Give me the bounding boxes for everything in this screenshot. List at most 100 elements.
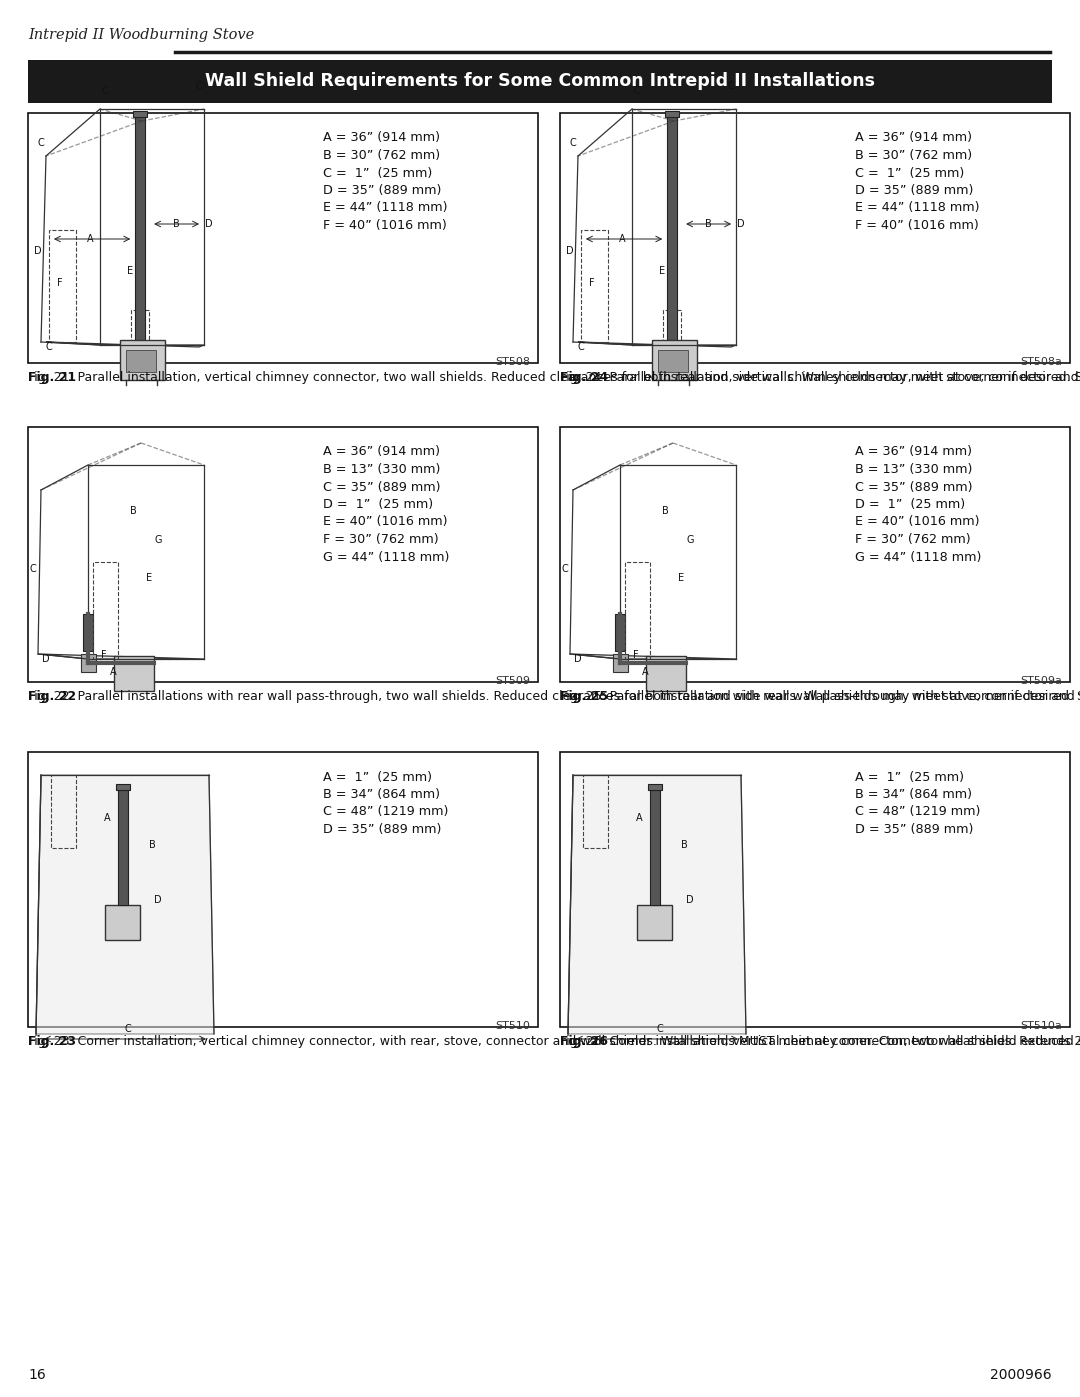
Text: D: D (566, 246, 573, 256)
Text: B = 13” (330 mm): B = 13” (330 mm) (323, 462, 441, 476)
Text: A =  1”  (25 mm): A = 1” (25 mm) (323, 771, 432, 784)
Text: B = 34” (864 mm): B = 34” (864 mm) (323, 788, 440, 800)
Text: Fig. 22: Fig. 22 (28, 690, 76, 703)
Text: A: A (636, 813, 643, 823)
Bar (651, 339, 697, 380)
Text: C: C (562, 564, 568, 574)
Text: Fig. 21  Parallel installation, vertical chimney connector, two wall shields. Re: Fig. 21 Parallel installation, vertical … (28, 372, 1080, 384)
Text: E = 44” (1118 mm): E = 44” (1118 mm) (855, 201, 980, 215)
Text: C: C (569, 138, 577, 148)
Text: D = 35” (889 mm): D = 35” (889 mm) (855, 184, 973, 197)
Polygon shape (38, 654, 204, 659)
Text: Fig. 25  Parallel installation with rear wall pass-through, with stove, connecto: Fig. 25 Parallel installation with rear … (561, 690, 1080, 703)
Text: B: B (131, 506, 137, 515)
Text: C: C (634, 87, 640, 96)
Polygon shape (578, 342, 735, 346)
Bar (663, 310, 681, 345)
Text: G: G (154, 535, 162, 545)
Bar (612, 654, 627, 672)
Text: Fig. 22  Parallel installations with rear wall pass-through, two wall shields. R: Fig. 22 Parallel installations with rear… (28, 690, 1080, 703)
Text: A: A (110, 666, 117, 678)
Text: D = 35” (889 mm): D = 35” (889 mm) (323, 823, 442, 835)
Text: A: A (619, 235, 626, 244)
Text: C = 35” (889 mm): C = 35” (889 mm) (323, 481, 441, 493)
Text: Fig. 23: Fig. 23 (28, 1035, 76, 1048)
Text: A: A (87, 235, 94, 244)
Text: F: F (56, 278, 63, 288)
Text: F = 40” (1016 mm): F = 40” (1016 mm) (855, 219, 978, 232)
Text: D =  1”  (25 mm): D = 1” (25 mm) (323, 497, 433, 511)
Polygon shape (46, 342, 204, 346)
Text: B = 30” (762 mm): B = 30” (762 mm) (323, 149, 441, 162)
Polygon shape (570, 654, 735, 659)
Text: E: E (677, 573, 684, 584)
Text: C: C (124, 1024, 131, 1034)
Text: ST509a: ST509a (1021, 676, 1062, 686)
Text: A = 36” (914 mm): A = 36” (914 mm) (855, 131, 972, 144)
Bar (28, 427, 538, 682)
Text: B: B (705, 219, 712, 229)
Bar (125, 351, 156, 372)
Bar (118, 789, 127, 905)
Text: C =  1”  (25 mm): C = 1” (25 mm) (855, 166, 964, 179)
Text: D: D (205, 219, 213, 229)
Text: B = 34” (864 mm): B = 34” (864 mm) (855, 788, 972, 800)
Text: F = 30” (762 mm): F = 30” (762 mm) (855, 534, 971, 546)
Text: D = 35” (889 mm): D = 35” (889 mm) (323, 184, 442, 197)
Text: A: A (104, 813, 111, 823)
Text: D =  1”  (25 mm): D = 1” (25 mm) (855, 497, 966, 511)
Bar (658, 351, 688, 372)
Bar (28, 752, 538, 1027)
Text: B = 30” (762 mm): B = 30” (762 mm) (855, 149, 972, 162)
Bar (28, 113, 538, 363)
Text: A = 36” (914 mm): A = 36” (914 mm) (323, 131, 440, 144)
Text: D = 35” (889 mm): D = 35” (889 mm) (855, 823, 973, 835)
Text: Fig. 25: Fig. 25 (561, 690, 608, 703)
Text: E: E (146, 573, 151, 584)
Text: C: C (38, 138, 44, 148)
Bar (648, 784, 661, 789)
Text: D: D (686, 895, 693, 905)
Bar (625, 562, 650, 659)
Bar (581, 231, 608, 342)
Text: Wall Shield Requirements for Some Common Intrepid II Installations: Wall Shield Requirements for Some Common… (205, 73, 875, 91)
Text: D: D (153, 895, 161, 905)
Bar (83, 615, 93, 651)
Text: ST510: ST510 (495, 1021, 530, 1031)
Text: B: B (173, 219, 180, 229)
Text: C: C (578, 342, 584, 352)
Text: C: C (45, 342, 52, 352)
Text: C = 48” (1219 mm): C = 48” (1219 mm) (323, 806, 448, 819)
Bar (665, 112, 679, 117)
Bar (81, 654, 95, 672)
Text: Fig. 26: Fig. 26 (561, 1035, 608, 1048)
Text: D: D (35, 246, 42, 256)
Text: D: D (575, 654, 582, 664)
Bar (120, 339, 164, 380)
Bar (135, 117, 145, 344)
Text: B: B (149, 840, 156, 851)
Bar (49, 231, 76, 342)
Text: ST508: ST508 (495, 358, 530, 367)
Text: D: D (738, 219, 745, 229)
Text: C = 48” (1219 mm): C = 48” (1219 mm) (855, 806, 981, 819)
Bar (561, 427, 1070, 682)
Text: A: A (643, 666, 649, 678)
Bar (615, 615, 625, 651)
Text: ST509: ST509 (495, 676, 530, 686)
Bar (583, 775, 608, 848)
Text: E = 44” (1118 mm): E = 44” (1118 mm) (323, 201, 447, 215)
Text: Intrepid II Woodburning Stove: Intrepid II Woodburning Stove (28, 28, 254, 42)
Bar (105, 905, 140, 940)
Text: F = 30” (762 mm): F = 30” (762 mm) (323, 534, 438, 546)
Text: D: D (42, 654, 50, 664)
Bar (131, 310, 149, 345)
Text: E = 40” (1016 mm): E = 40” (1016 mm) (323, 515, 447, 528)
Text: C = 35” (889 mm): C = 35” (889 mm) (855, 481, 972, 493)
Text: C: C (728, 81, 734, 91)
Text: G = 44” (1118 mm): G = 44” (1118 mm) (323, 550, 449, 563)
Bar (133, 112, 147, 117)
Text: A = 36” (914 mm): A = 36” (914 mm) (855, 446, 972, 458)
Text: Fig. 24: Fig. 24 (561, 372, 608, 384)
Bar (667, 117, 677, 344)
